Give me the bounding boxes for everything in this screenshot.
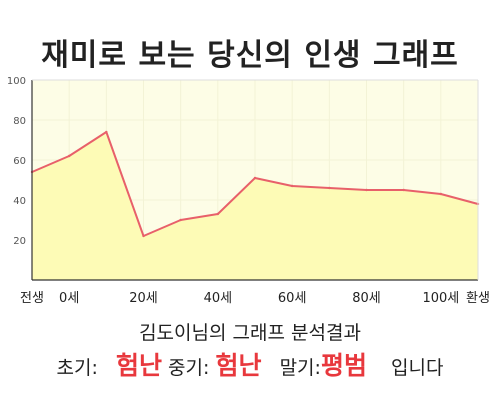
chart-title: 재미로 보는 당신의 인생 그래프 bbox=[41, 38, 459, 73]
x-tick-label: 80세 bbox=[352, 291, 381, 306]
x-tick-label: 20세 bbox=[129, 291, 158, 306]
data-point bbox=[216, 212, 220, 216]
data-point bbox=[402, 188, 405, 192]
data-point bbox=[142, 234, 145, 238]
data-point bbox=[105, 130, 108, 134]
x-tick-label: 60세 bbox=[278, 291, 307, 306]
data-point bbox=[179, 218, 182, 222]
life-graph-svg: 20 40 60 80 100 전생 0세 20세 40세 60세 80세 100세 환생 bbox=[7, 76, 490, 306]
data-point bbox=[365, 188, 368, 192]
x-tick-label: 0세 bbox=[59, 291, 79, 306]
x-tick-label: 100세 bbox=[422, 291, 459, 306]
y-tick-label: 80 bbox=[13, 116, 26, 127]
data-point bbox=[253, 176, 257, 180]
life-graph-chart: 20 40 60 80 100 전생 0세 20세 40세 60세 80세 100세 환생 bbox=[0, 70, 500, 310]
area-fill bbox=[32, 132, 478, 280]
data-point bbox=[290, 184, 294, 188]
analysis-subtitle: 김도이님의 그래프 분석결과 bbox=[139, 322, 361, 344]
late-value: 평범 bbox=[320, 351, 367, 380]
data-point bbox=[439, 192, 443, 196]
data-point bbox=[328, 186, 331, 190]
x-tick-label: 환생 bbox=[466, 291, 490, 306]
late-label: 말기: bbox=[279, 357, 321, 379]
mid-label: 중기: bbox=[168, 357, 210, 379]
early-label: 초기: bbox=[56, 357, 98, 379]
x-tick-label: 전생 bbox=[20, 291, 44, 306]
result-suffix: 입니다 bbox=[391, 357, 444, 379]
mid-value: 험난 bbox=[215, 351, 262, 380]
y-tick-label: 20 bbox=[13, 236, 26, 247]
analysis-result: 초기: 험난 중기: 험난 말기:평범 입니다 bbox=[0, 346, 500, 382]
y-tick-label: 100 bbox=[7, 76, 26, 87]
x-tick-label: 40세 bbox=[204, 291, 233, 306]
y-tick-label: 40 bbox=[13, 196, 26, 207]
early-value: 험난 bbox=[115, 351, 162, 380]
y-tick-label: 60 bbox=[13, 156, 26, 167]
data-point bbox=[67, 154, 71, 158]
